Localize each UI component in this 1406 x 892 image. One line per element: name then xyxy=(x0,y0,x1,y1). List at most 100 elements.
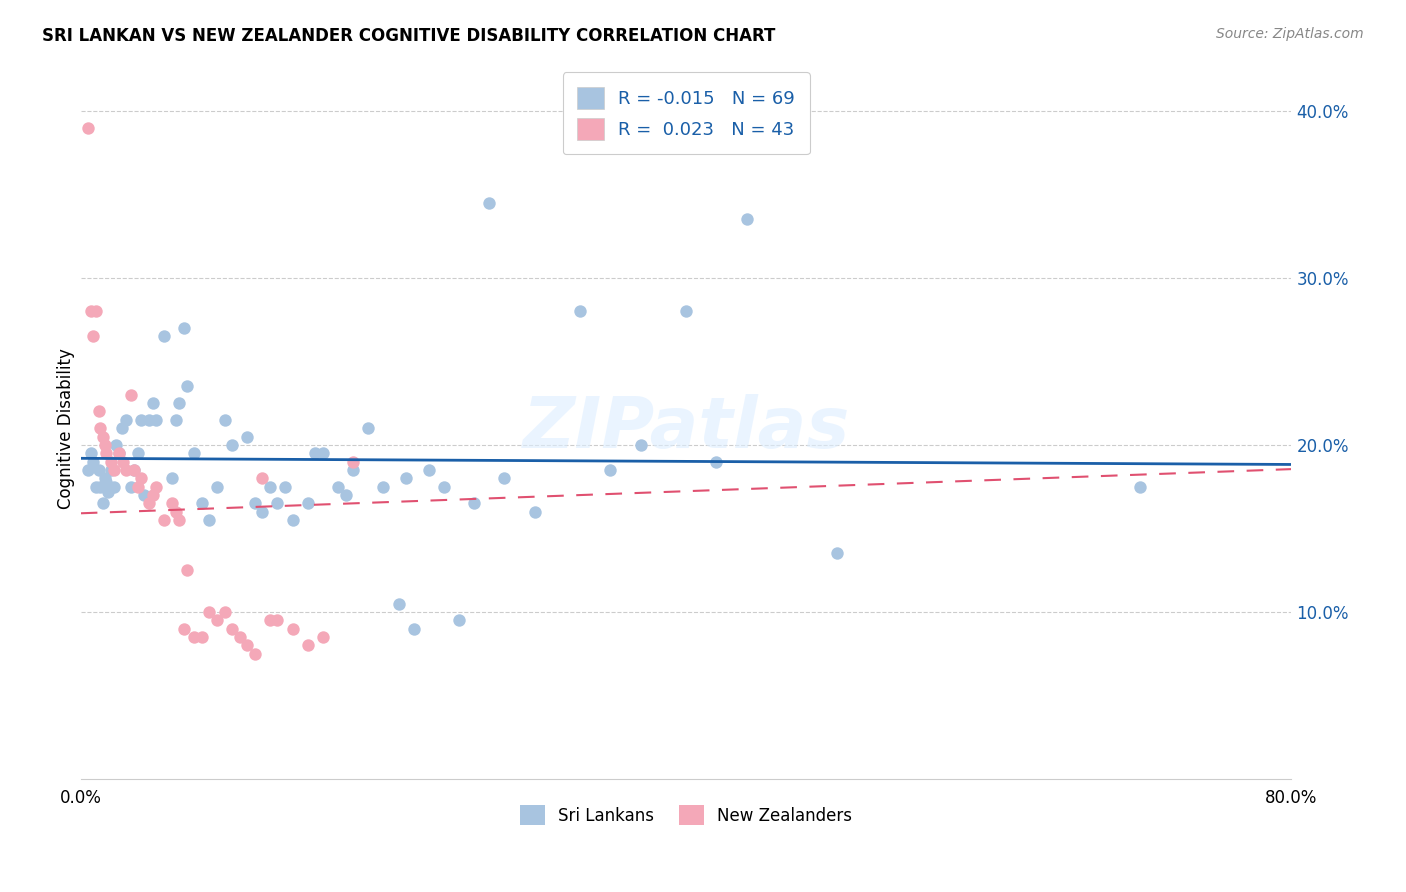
Point xyxy=(138,413,160,427)
Point xyxy=(191,630,214,644)
Point xyxy=(127,446,149,460)
Point xyxy=(84,480,107,494)
Point xyxy=(160,496,183,510)
Point xyxy=(94,471,117,485)
Point xyxy=(342,454,364,468)
Point xyxy=(259,480,281,494)
Point xyxy=(110,421,132,435)
Point xyxy=(87,404,110,418)
Point xyxy=(80,304,103,318)
Point xyxy=(89,421,111,435)
Point xyxy=(115,463,138,477)
Point xyxy=(259,613,281,627)
Point xyxy=(243,496,266,510)
Point xyxy=(523,505,546,519)
Point xyxy=(373,480,395,494)
Text: Source: ZipAtlas.com: Source: ZipAtlas.com xyxy=(1216,27,1364,41)
Point xyxy=(115,413,138,427)
Point xyxy=(236,429,259,443)
Point xyxy=(198,513,221,527)
Point xyxy=(236,638,259,652)
Point xyxy=(312,446,335,460)
Point xyxy=(127,480,149,494)
Point xyxy=(93,429,115,443)
Point xyxy=(243,647,266,661)
Point xyxy=(357,421,380,435)
Point xyxy=(297,638,319,652)
Point xyxy=(100,454,122,468)
Point xyxy=(675,304,697,318)
Point xyxy=(142,488,165,502)
Point xyxy=(214,413,236,427)
Point xyxy=(173,622,195,636)
Point xyxy=(103,480,125,494)
Point xyxy=(221,622,243,636)
Point xyxy=(266,496,288,510)
Point xyxy=(107,446,129,460)
Legend: Sri Lankans, New Zealanders: Sri Lankans, New Zealanders xyxy=(512,797,860,834)
Point xyxy=(1129,480,1152,494)
Point xyxy=(122,463,145,477)
Point xyxy=(112,454,135,468)
Point xyxy=(120,388,142,402)
Point xyxy=(463,496,485,510)
Point xyxy=(103,463,125,477)
Point xyxy=(478,195,501,210)
Point xyxy=(129,471,152,485)
Point xyxy=(205,480,228,494)
Point xyxy=(84,304,107,318)
Point xyxy=(134,488,156,502)
Y-axis label: Cognitive Disability: Cognitive Disability xyxy=(58,348,75,508)
Point xyxy=(167,396,190,410)
Point xyxy=(165,413,187,427)
Point xyxy=(89,480,111,494)
Point xyxy=(312,630,335,644)
Point xyxy=(494,471,516,485)
Point xyxy=(165,505,187,519)
Point xyxy=(252,471,274,485)
Point xyxy=(335,488,357,502)
Point xyxy=(183,446,205,460)
Point xyxy=(827,546,849,560)
Point xyxy=(281,513,304,527)
Point xyxy=(107,446,129,460)
Point xyxy=(183,630,205,644)
Point xyxy=(266,613,288,627)
Point xyxy=(252,505,274,519)
Point xyxy=(221,438,243,452)
Point xyxy=(87,463,110,477)
Point xyxy=(100,463,122,477)
Point xyxy=(153,513,176,527)
Point xyxy=(735,212,758,227)
Point xyxy=(82,329,104,343)
Point xyxy=(104,438,127,452)
Point xyxy=(630,438,652,452)
Point xyxy=(97,484,120,499)
Point xyxy=(191,496,214,510)
Point xyxy=(129,413,152,427)
Point xyxy=(418,463,440,477)
Point xyxy=(228,630,250,644)
Point xyxy=(142,396,165,410)
Point xyxy=(281,622,304,636)
Point xyxy=(93,496,115,510)
Point xyxy=(176,379,198,393)
Point xyxy=(153,329,176,343)
Point xyxy=(304,446,326,460)
Point xyxy=(145,413,167,427)
Point xyxy=(96,446,118,460)
Point xyxy=(326,480,349,494)
Point xyxy=(94,438,117,452)
Point xyxy=(173,321,195,335)
Point xyxy=(96,475,118,489)
Point xyxy=(82,454,104,468)
Text: SRI LANKAN VS NEW ZEALANDER COGNITIVE DISABILITY CORRELATION CHART: SRI LANKAN VS NEW ZEALANDER COGNITIVE DI… xyxy=(42,27,776,45)
Point xyxy=(274,480,297,494)
Point xyxy=(342,463,364,477)
Point xyxy=(297,496,319,510)
Text: ZIPatlas: ZIPatlas xyxy=(523,393,849,463)
Point xyxy=(145,480,167,494)
Point xyxy=(77,463,100,477)
Point xyxy=(176,563,198,577)
Point xyxy=(402,622,425,636)
